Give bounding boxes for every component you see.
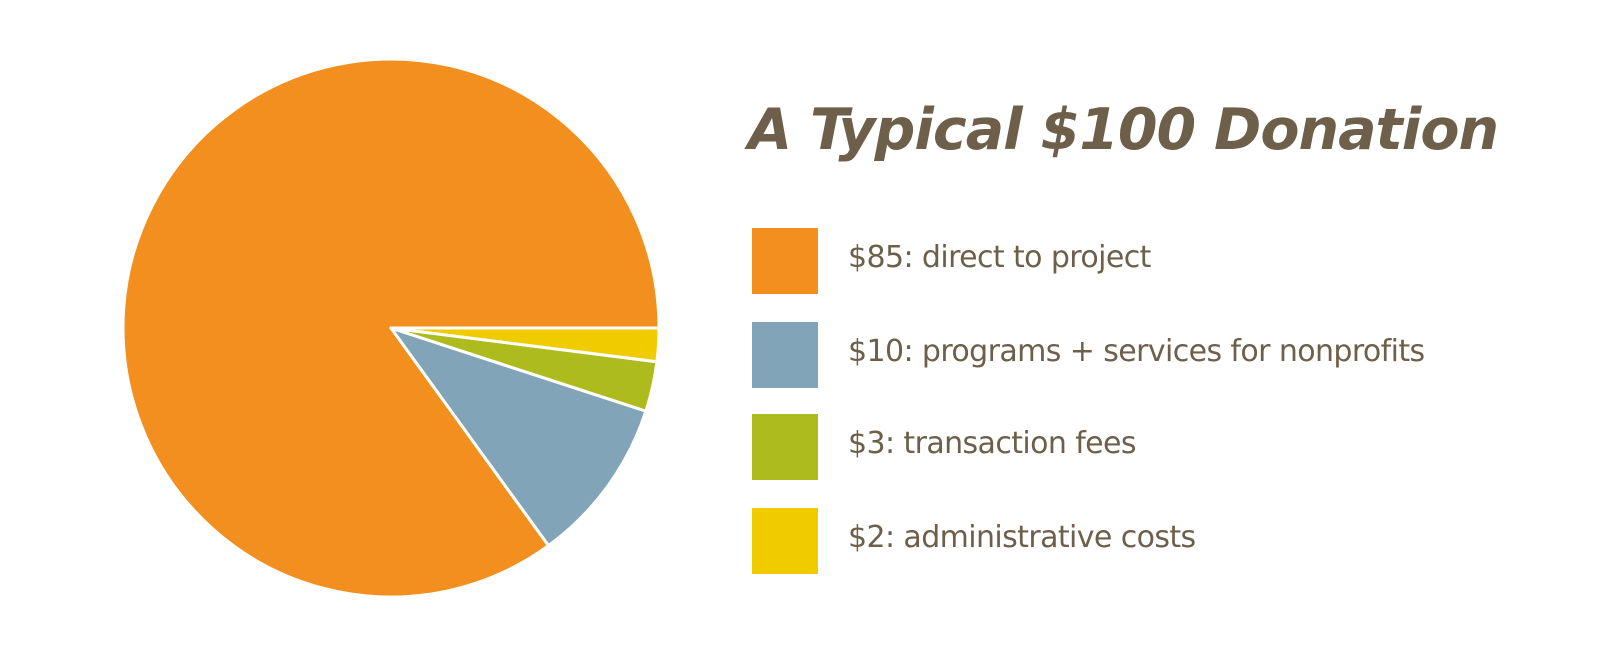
legend-swatch-direct-to-project: [752, 228, 818, 294]
legend-swatch-transaction-fees: [752, 414, 818, 480]
legend-item-administrative-costs: $2: administrative costs: [752, 508, 1592, 574]
chart-title: A Typical $100 Donation: [748, 97, 1499, 163]
legend-label-programs-services: $10: programs + services for nonprofits: [848, 334, 1425, 369]
legend-label-direct-to-project: $85: direct to project: [848, 240, 1151, 275]
legend-item-programs-services: $10: programs + services for nonprofits: [752, 322, 1592, 388]
legend-item-transaction-fees: $3: transaction fees: [752, 414, 1592, 480]
legend-item-direct-to-project: $85: direct to project: [752, 228, 1592, 294]
legend-label-administrative-costs: $2: administrative costs: [848, 520, 1196, 555]
pie-chart: [121, 57, 661, 599]
legend-label-transaction-fees: $3: transaction fees: [848, 426, 1137, 461]
legend-swatch-programs-services: [752, 322, 818, 388]
legend-swatch-administrative-costs: [752, 508, 818, 574]
pie-slice-administrative-costs: [389, 326, 661, 364]
pie-slice-programs-services: [389, 326, 648, 548]
